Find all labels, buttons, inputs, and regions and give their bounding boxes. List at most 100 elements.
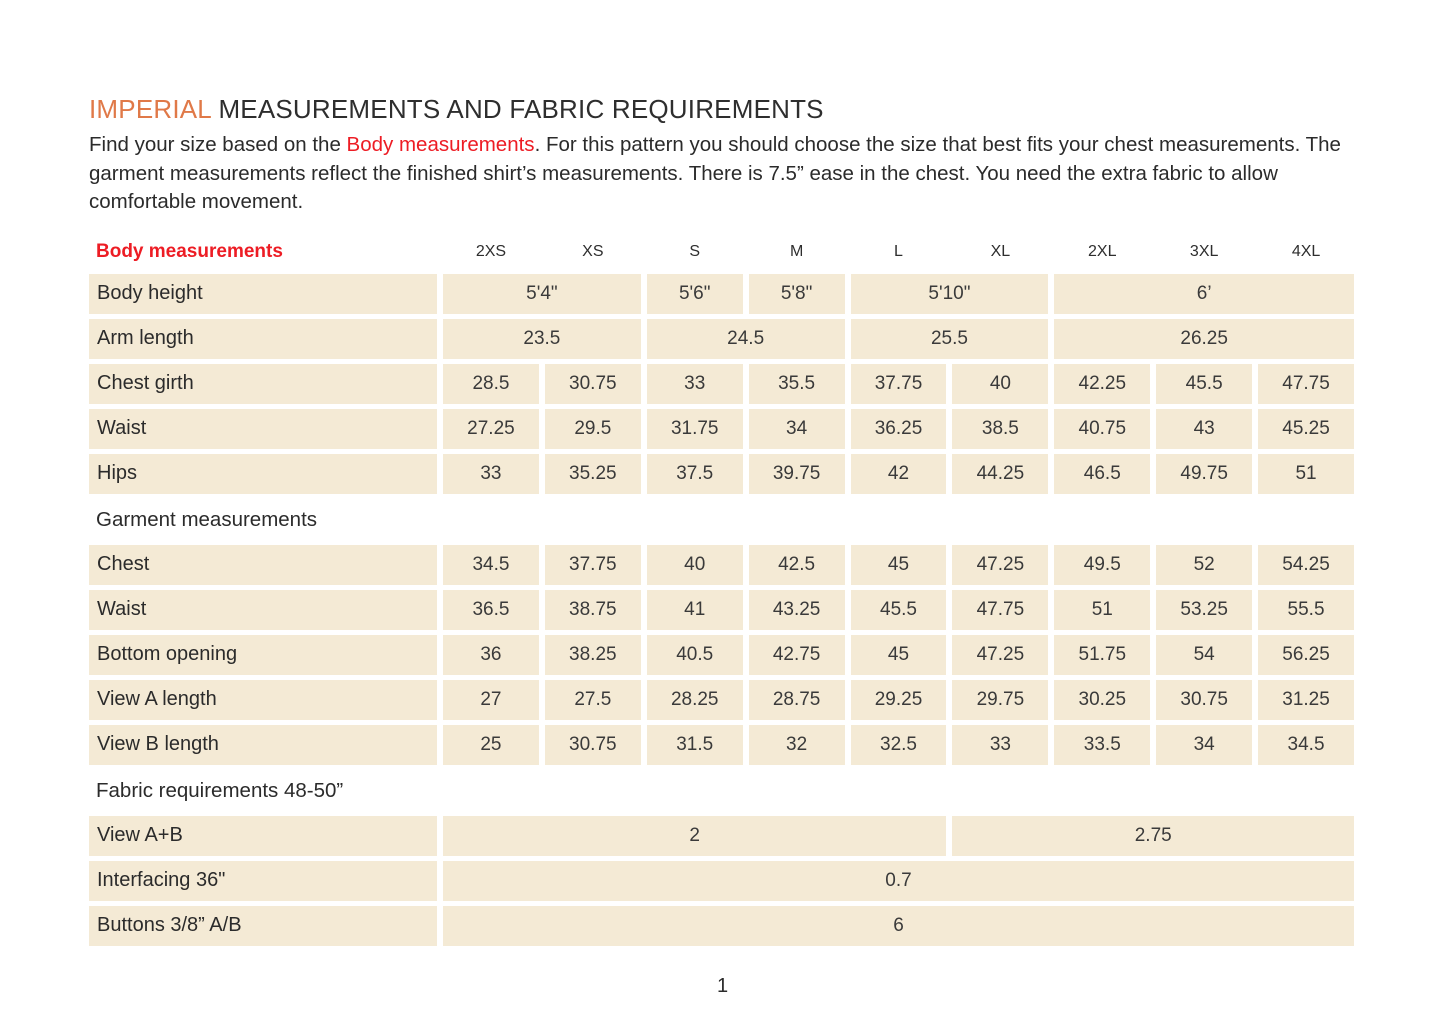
table-cell: 28.25 [646, 679, 743, 720]
row-label: Chest [89, 544, 437, 585]
page-number: 1 [716, 975, 729, 997]
table-row: Bottom opening 36 38.25 40.5 42.75 45 47.25 51.… [89, 634, 1354, 675]
table-header-row: Body measurements 2XS XS S M L XL 2XL 3XL 4XL [89, 237, 1354, 267]
table-cell: 42.5 [748, 544, 845, 585]
size-column-header: XL [990, 242, 1011, 260]
table-row: Chest girth 28.5 30.75 33 35.5 37.75 40 42.25 45… [89, 363, 1354, 404]
table-cell: 38.5 [952, 408, 1049, 449]
size-column-header: XS [582, 242, 604, 260]
table-cell: 2 [443, 815, 947, 856]
table-cell: 36 [443, 634, 539, 675]
table-cell: 0.7 [443, 860, 1354, 901]
table-row: Hips 33 35.25 37.5 39.75 42 44.25 46.5 49.75 51 [89, 453, 1354, 494]
table-cell: 51 [1054, 589, 1151, 630]
size-column-header: 3XL [1189, 242, 1219, 260]
table-row: Waist 27.25 29.5 31.75 34 36.25 38.5 40.75 43 45.… [89, 408, 1354, 449]
table-cell: 46.5 [1054, 453, 1151, 494]
table-cell: 30.75 [544, 724, 641, 765]
table-cell: 27.25 [443, 408, 539, 449]
table-cell: 39.75 [748, 453, 845, 494]
table-cell: 40 [952, 363, 1049, 404]
table-cell: 42.75 [748, 634, 845, 675]
table-cell: 2.75 [952, 815, 1354, 856]
table-cell: 5'8" [748, 273, 845, 314]
row-label: Interfacing 36" [89, 860, 437, 901]
table-cell: 36.5 [443, 589, 539, 630]
table-cell: 34.5 [443, 544, 539, 585]
table-cell: 37.75 [544, 544, 641, 585]
table-cell: 45.5 [1156, 363, 1253, 404]
body-measurements-link[interactable]: Body measurements [346, 133, 535, 156]
table-cell: 33 [952, 724, 1049, 765]
table-row: Body height 5'4" 5'6" 5'8" 5'10" 6’ [89, 273, 1354, 314]
table-row: Interfacing 36" 0.7 [89, 860, 1354, 901]
table-cell: 45.5 [850, 589, 947, 630]
table-cell: 30.75 [544, 363, 641, 404]
size-column-header: 4XL [1291, 242, 1321, 260]
page-title-highlight: IMPERIAL [89, 94, 212, 124]
table-cell: 25 [443, 724, 539, 765]
table-cell: 31.5 [646, 724, 743, 765]
table-cell: 56.25 [1258, 634, 1354, 675]
table-row: Arm length 23.5 24.5 25.5 26.25 [89, 318, 1354, 359]
table-cell: 43 [1156, 408, 1253, 449]
table-cell: 42 [850, 453, 947, 494]
table-cell: 29.5 [544, 408, 641, 449]
table-cell: 40.5 [646, 634, 743, 675]
intro-text-post: . For this pattern you should choose the… [89, 133, 1341, 213]
table-cell: 45 [850, 544, 947, 585]
size-column-header: 2XL [1088, 242, 1117, 260]
section-header: Garment measurements [96, 507, 318, 531]
table-cell: 54.25 [1258, 544, 1354, 585]
table-cell: 6’ [1054, 273, 1354, 314]
table-cell: 54 [1156, 634, 1253, 675]
table-cell: 53.25 [1156, 589, 1253, 630]
table-cell: 26.25 [1054, 318, 1354, 359]
table-cell: 55.5 [1258, 589, 1354, 630]
table-cell: 40 [646, 544, 743, 585]
table-cell: 33 [443, 453, 539, 494]
table-cell: 42.25 [1054, 363, 1151, 404]
table-cell: 41 [646, 589, 743, 630]
table-cell: 6 [443, 905, 1354, 946]
size-column-header: 2XS [475, 242, 507, 260]
row-label: Body height [89, 273, 437, 314]
table-cell: 25.5 [850, 318, 1049, 359]
table-cell: 36.25 [850, 408, 947, 449]
row-label: Waist [89, 408, 437, 449]
row-label: Hips [89, 453, 437, 494]
size-column-header: L [894, 242, 903, 260]
table-cell: 28.5 [443, 363, 539, 404]
table-cell: 35.5 [748, 363, 845, 404]
row-label: View A length [89, 679, 437, 720]
table-cell: 29.75 [952, 679, 1049, 720]
table-cell: 24.5 [646, 318, 845, 359]
page-content: IMPERIAL MEASUREMENTS AND FABRIC REQUIRE… [89, 94, 1355, 951]
page-title-rest: MEASUREMENTS AND FABRIC REQUIREMENTS [211, 94, 824, 124]
table-cell: 52 [1156, 544, 1253, 585]
row-label: Chest girth [89, 363, 437, 404]
table-row: Chest 34.5 37.75 40 42.5 45 47.25 49.5 52 54.25 [89, 544, 1354, 585]
table-cell: 33.5 [1054, 724, 1151, 765]
table-cell: 47.75 [952, 589, 1049, 630]
table-cell: 28.75 [748, 679, 845, 720]
table-cell: 45.25 [1258, 408, 1354, 449]
table-cell: 47.25 [952, 634, 1049, 675]
section-header: Fabric requirements 48-50” [96, 778, 344, 802]
measurements-table: Body measurements 2XS XS S M L XL 2XL 3XL 4XL Bo… [89, 237, 1354, 946]
table-cell: 35.25 [544, 453, 641, 494]
table-cell: 32 [748, 724, 845, 765]
table-cell: 30.75 [1156, 679, 1253, 720]
table-cell: 34 [748, 408, 845, 449]
row-label: View A+B [89, 815, 437, 856]
table-cell: 5'4" [443, 273, 641, 314]
table-cell: 38.25 [544, 634, 641, 675]
table-cell: 30.25 [1054, 679, 1151, 720]
table-cell: 44.25 [952, 453, 1049, 494]
table-row: Waist 36.5 38.75 41 43.25 45.5 47.75 51 53.25 55.… [89, 589, 1354, 630]
table-cell: 29.25 [850, 679, 947, 720]
intro-paragraph: Find your size based on the Body measure… [89, 131, 1357, 217]
row-label: Arm length [89, 318, 437, 359]
table-cell: 27 [443, 679, 539, 720]
table-cell: 5'10" [850, 273, 1049, 314]
